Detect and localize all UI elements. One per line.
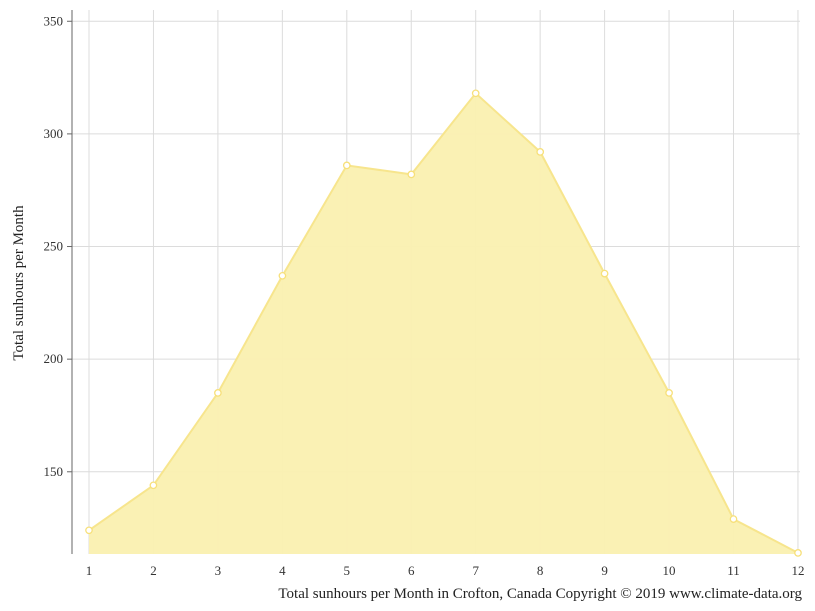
y-tick-label-350: 350: [44, 13, 64, 28]
data-point-9: [600, 269, 609, 278]
y-axis-label: Total sunhours per Month: [11, 205, 27, 361]
x-tick-label-2: 2: [150, 563, 157, 578]
x-tick-label-4: 4: [279, 563, 286, 578]
x-tick-label-5: 5: [344, 563, 351, 578]
x-tick-labels: 1 2 3 4 5 6 7 8 9 10 11 12: [86, 563, 805, 578]
y-tick-label-150: 150: [44, 464, 64, 479]
y-tick-label-300: 300: [44, 126, 64, 141]
x-tick-label-8: 8: [537, 563, 544, 578]
data-point-3: [214, 389, 222, 397]
data-point-10: [665, 389, 673, 397]
x-tick-label-9: 9: [601, 563, 608, 578]
x-tick-label-7: 7: [472, 563, 479, 578]
sunhours-line: [88, 91, 799, 554]
y-tick-labels: 150 200 250 300 350: [44, 13, 72, 479]
data-point-7: [471, 89, 480, 98]
x-tick-label-10: 10: [663, 563, 676, 578]
data-points: [85, 89, 802, 557]
x-tick-label-12: 12: [791, 563, 804, 578]
data-point-8: [536, 148, 545, 156]
x-tick-label-11: 11: [727, 563, 740, 578]
y-tick-label-200: 200: [44, 351, 64, 366]
y-tick-label-250: 250: [44, 239, 64, 254]
data-point-12: [794, 549, 802, 557]
data-point-5: [342, 161, 351, 170]
data-point-6: [407, 170, 416, 179]
data-point-1: [85, 526, 93, 535]
data-point-4: [278, 271, 287, 280]
data-point-2: [149, 481, 158, 490]
sunhours-area: [89, 93, 798, 555]
data-point-11: [729, 515, 738, 523]
chart-caption: Total sunhours per Month in Crofton, Can…: [278, 586, 802, 602]
x-tick-label-3: 3: [215, 563, 222, 578]
x-tick-label-1: 1: [86, 563, 93, 578]
x-tick-label-6: 6: [408, 563, 415, 578]
